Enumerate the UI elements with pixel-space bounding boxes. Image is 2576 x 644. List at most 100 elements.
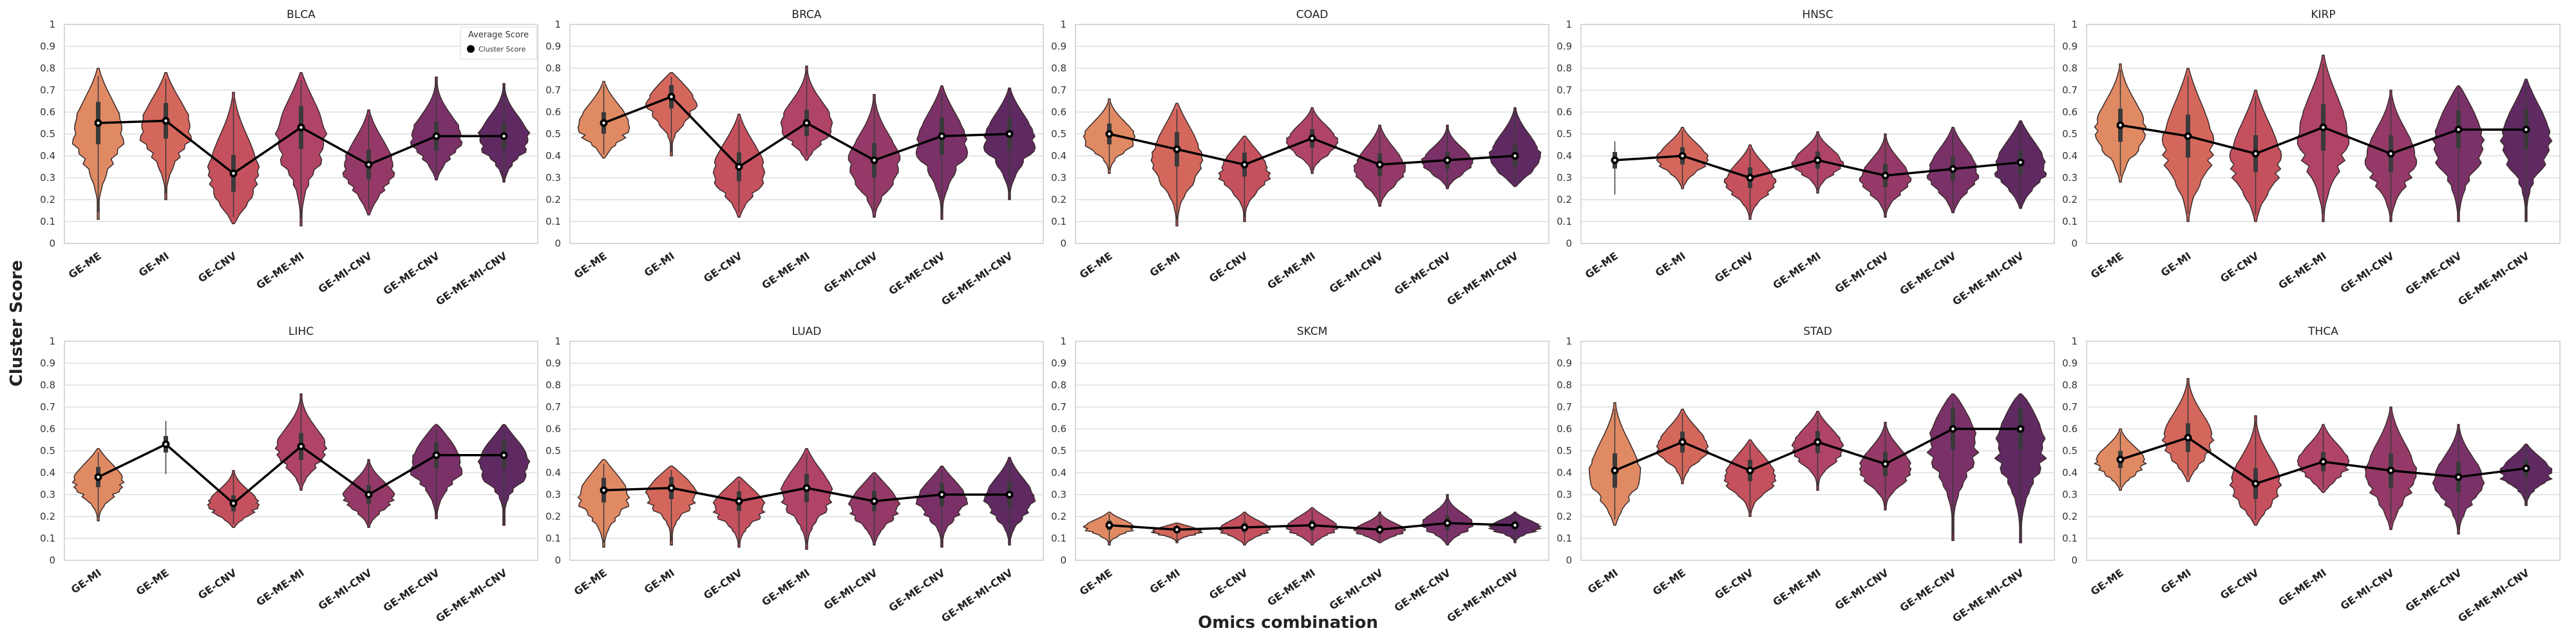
- xtick-label: GE-MI-CNV: [316, 249, 375, 295]
- mean-point-center: [1613, 469, 1616, 472]
- ytick-label: 0.2: [545, 511, 561, 522]
- mean-point-center: [940, 493, 943, 497]
- xtick-label: GE-MI: [1148, 567, 1182, 596]
- xtick-label: GE-ME-MI: [1770, 567, 1823, 609]
- mean-point-center: [2322, 460, 2325, 464]
- xtick-label: GE-ME: [1077, 250, 1115, 281]
- xtick-label: GE-CNV: [701, 249, 744, 285]
- panel-title: COAD: [1296, 8, 1329, 21]
- figure-ylabel: Cluster Score: [7, 260, 26, 386]
- xtick-label: GE-CNV: [1207, 566, 1250, 601]
- mean-point-center: [502, 453, 506, 457]
- xtick-label: GE-ME: [2088, 250, 2126, 281]
- mean-point-center: [367, 163, 370, 166]
- xtick-label: GE-ME: [1077, 567, 1115, 598]
- mean-point-center: [1108, 132, 1111, 136]
- mean-point-center: [1951, 427, 1955, 431]
- xtick-label: GE-ME-MI: [759, 250, 811, 292]
- mean-point-center: [1175, 528, 1179, 531]
- mean-point-center: [2322, 126, 2325, 129]
- xtick-label: GE-ME-CNV: [2403, 566, 2465, 614]
- mean-point-center: [2119, 124, 2122, 127]
- ytick-label: 1: [1566, 336, 1572, 347]
- mean-point-center: [97, 475, 100, 478]
- ytick-label: 0.5: [545, 128, 561, 140]
- ytick-label: 0.4: [2062, 467, 2078, 478]
- ytick-label: 0.4: [545, 150, 561, 162]
- xtick-label: GE-MI: [69, 567, 104, 596]
- mean-point-center: [1513, 154, 1517, 158]
- ytick-label: 0.1: [1051, 216, 1066, 227]
- mean-point-center: [1681, 440, 1684, 444]
- ytick-label: 0: [2071, 238, 2078, 249]
- mean-point-center: [1513, 524, 1517, 527]
- ytick-label: 0.9: [40, 357, 55, 369]
- ytick-label: 0.5: [2062, 445, 2078, 457]
- mean-point-center: [2254, 152, 2257, 155]
- mean-point-center: [232, 172, 235, 175]
- ytick-label: 0.9: [545, 41, 561, 52]
- mean-point-center: [737, 500, 741, 503]
- xtick-label: GE-CNV: [1712, 566, 1756, 601]
- ytick-label: 0.7: [2062, 401, 2078, 413]
- ytick-label: 0.8: [1557, 62, 1572, 74]
- ytick-label: 0.8: [2062, 62, 2078, 74]
- ytick-label: 0.4: [1051, 150, 1066, 162]
- ytick-label: 0.6: [1557, 423, 1572, 435]
- ytick-label: 0.5: [40, 128, 55, 140]
- panel-title: LUAD: [792, 325, 822, 338]
- ytick-label: 1: [49, 336, 55, 347]
- mean-point-center: [1108, 524, 1111, 527]
- mean-point-center: [805, 486, 808, 489]
- xtick-label: GE-MI-CNV: [316, 566, 375, 612]
- mean-point-center: [940, 135, 943, 138]
- mean-point-center: [873, 500, 876, 503]
- mean-point-center: [1748, 469, 1752, 472]
- ytick-label: 1: [1566, 19, 1572, 30]
- ytick-label: 0: [1566, 554, 1572, 566]
- panel-lihc: 0 0.1 0.2 0.3 0.4 0.5 0.6 0.7 0.8 0.9 1 LIHC GE-MI GE…: [40, 325, 538, 625]
- ytick-label: 0.3: [1051, 172, 1066, 184]
- mean-point-center: [873, 158, 876, 162]
- xtick-label: GE-ME-MI: [1265, 250, 1317, 292]
- ytick-label: 0.7: [2062, 84, 2078, 96]
- mean-point-center: [2457, 475, 2460, 478]
- xtick-label: GE-MI-CNV: [1327, 249, 1386, 295]
- xtick-label: GE-ME-CNV: [1392, 249, 1454, 297]
- xtick-label: GE-ME-MI: [2276, 250, 2328, 292]
- mean-point-center: [1311, 524, 1314, 527]
- ytick-label: 0.4: [1557, 467, 1572, 478]
- ytick-label: 0.9: [40, 41, 55, 52]
- ytick-label: 0: [554, 554, 561, 566]
- mean-point-center: [2457, 128, 2460, 131]
- xtick-label: GE-ME-CNV: [2403, 249, 2465, 297]
- ytick-label: 0.6: [1051, 106, 1066, 118]
- mean-point-center: [670, 486, 673, 489]
- mean-point-center: [2186, 436, 2190, 439]
- panel-title: SKCM: [1297, 325, 1328, 338]
- ytick-label: 0.9: [2062, 41, 2078, 52]
- xtick-label: GE-CNV: [196, 566, 239, 601]
- ytick-label: 0.6: [1557, 106, 1572, 118]
- mean-point-center: [299, 445, 303, 448]
- ytick-label: 0.1: [1557, 533, 1572, 544]
- ytick-label: 0.1: [40, 533, 55, 544]
- xtick-label: GE-ME-CNV: [1898, 566, 1959, 614]
- ytick-label: 0: [1060, 554, 1066, 566]
- xtick-label: GE-MI-CNV: [1833, 249, 1891, 295]
- xtick-label: GE-CNV: [701, 566, 744, 601]
- ytick-label: 0.3: [2062, 172, 2078, 184]
- mean-point-center: [232, 502, 235, 505]
- ytick-label: 0.9: [2062, 357, 2078, 369]
- ytick-label: 0.8: [545, 62, 561, 74]
- ytick-label: 0.8: [40, 379, 55, 391]
- xtick-label: GE-MI: [1586, 567, 1620, 596]
- mean-point-center: [1884, 174, 1887, 177]
- ytick-label: 0.6: [2062, 423, 2078, 435]
- ytick-label: 1: [554, 336, 561, 347]
- ytick-label: 1: [2071, 336, 2078, 347]
- ytick-label: 0.7: [1051, 401, 1066, 413]
- xtick-label: GE-ME: [1583, 250, 1620, 281]
- mean-point-center: [164, 119, 167, 122]
- panel-title: HNSC: [1802, 8, 1833, 21]
